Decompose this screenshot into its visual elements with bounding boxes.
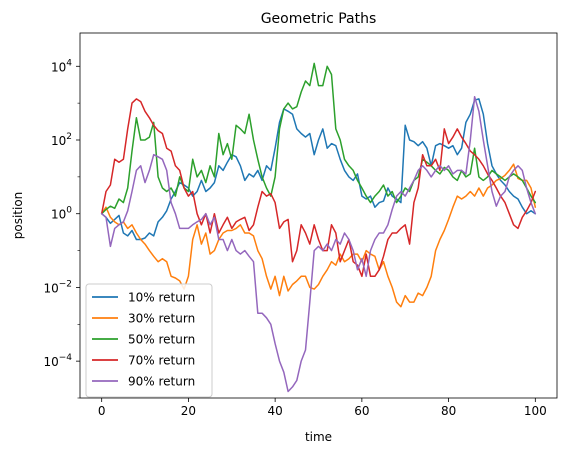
legend-label: 70% return [128,354,195,368]
x-axis: 0 20 40 60 80 100 [98,398,547,418]
x-tick-label: 0 [98,404,106,418]
x-tick-label: 80 [441,404,456,418]
legend-label: 10% return [128,291,195,305]
x-tick-label: 20 [181,404,196,418]
y-tick-label: 10−2 [43,279,72,295]
series-layer [100,62,537,393]
series-line-4 [100,98,537,278]
legend-label: 90% return [128,375,195,389]
y-tick-label: 102 [51,132,72,148]
y-axis-label: position [11,192,25,240]
legend-label: 50% return [128,333,195,347]
legend-label: 30% return [128,312,195,326]
y-tick-label: 104 [51,58,72,74]
legend-box [85,283,213,398]
chart-title: Geometric Paths [261,11,377,27]
axes-frame [79,32,558,399]
x-axis-label: time [305,430,332,444]
series-line-2 [100,163,537,308]
y-tick-label: 10−4 [43,353,72,369]
x-tick-label: 40 [267,404,282,418]
series-line-3 [100,62,537,215]
legend: 10% return 30% return 50% return 70% return… [85,283,213,398]
x-tick-label: 60 [354,404,369,418]
y-tick-label: 100 [51,206,72,222]
x-tick-label: 100 [524,404,547,418]
y-axis: 10−4 10−2 100 102 104 [43,58,80,399]
series-line-5 [100,95,537,393]
